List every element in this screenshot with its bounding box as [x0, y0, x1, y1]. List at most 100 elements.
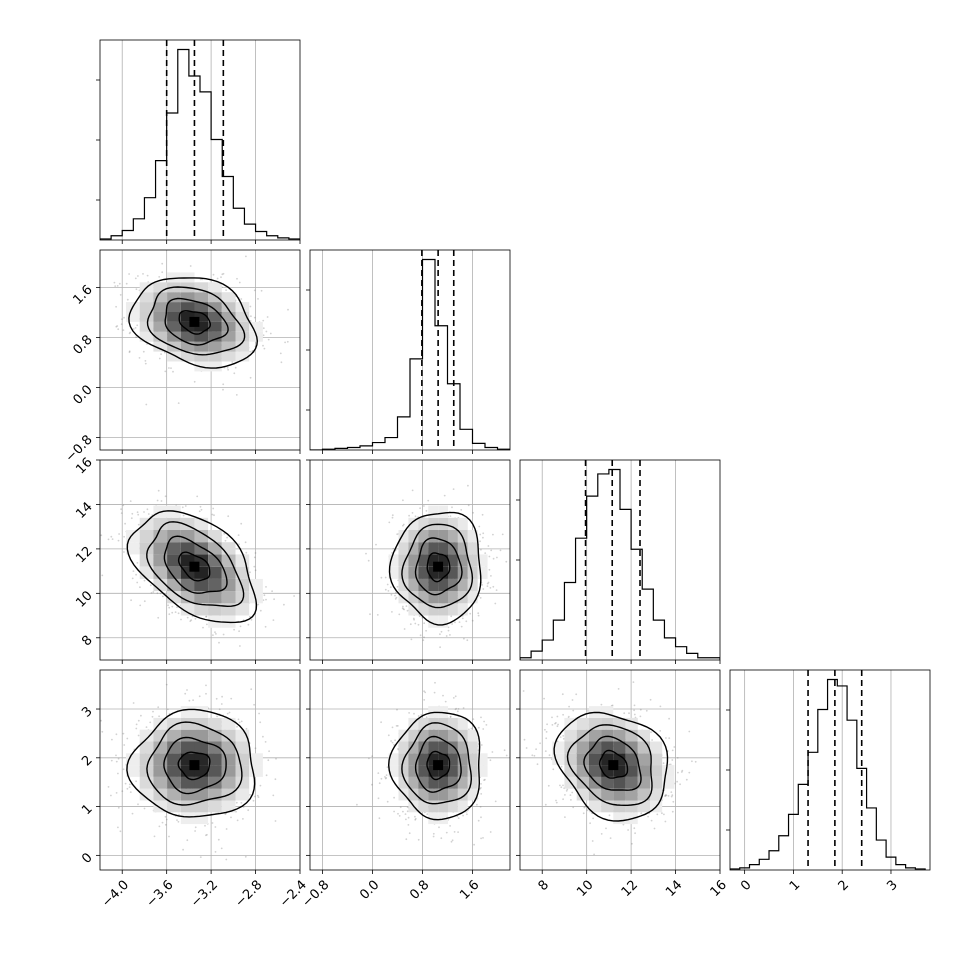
sample-point	[264, 741, 267, 743]
sample-point	[394, 594, 396, 597]
density-block	[398, 765, 409, 777]
density-block	[249, 321, 263, 332]
density-block	[153, 302, 168, 312]
sample-point	[149, 584, 152, 587]
sample-point	[286, 340, 289, 343]
sample-point	[409, 623, 412, 626]
density-panel-1-2	[306, 459, 511, 664]
sample-point	[158, 357, 161, 360]
density-block	[153, 765, 168, 777]
panel-frame	[99, 39, 301, 241]
density-block	[418, 729, 429, 742]
sample-point	[391, 611, 393, 613]
density-block	[153, 776, 168, 789]
sample-point	[434, 681, 436, 684]
contour-line	[126, 510, 258, 624]
sample-point	[130, 599, 133, 602]
density-block	[153, 729, 168, 742]
sample-point	[250, 618, 253, 621]
sample-point	[177, 820, 180, 823]
sample-point	[249, 794, 251, 796]
density-block	[167, 776, 181, 789]
sample-point	[149, 721, 152, 724]
density-blocks	[126, 505, 263, 628]
sample-point	[394, 739, 396, 742]
sample-point	[486, 585, 489, 587]
sample-point	[287, 308, 289, 311]
sample-point	[479, 806, 482, 808]
density-block	[408, 517, 419, 530]
sample-point	[118, 533, 120, 535]
sample-point	[198, 510, 201, 513]
sample-point	[118, 282, 121, 285]
sample-point	[235, 394, 238, 396]
sample-point	[164, 370, 167, 373]
sample-point	[275, 757, 277, 760]
sample-point	[476, 803, 478, 806]
sample-point	[356, 803, 358, 806]
sample-point	[253, 556, 256, 559]
density-block	[139, 312, 154, 322]
sample-point	[164, 351, 166, 354]
sample-point	[135, 727, 138, 730]
sample-point	[393, 810, 395, 813]
density-block	[467, 578, 478, 592]
density-block	[167, 272, 181, 283]
sample-point	[135, 288, 138, 291]
sample-point	[212, 634, 214, 636]
contour-line	[178, 310, 211, 335]
sample-point	[142, 273, 144, 275]
sample-point	[265, 330, 268, 333]
sample-point	[138, 357, 141, 359]
density-block	[194, 788, 209, 801]
sample-point	[478, 525, 481, 528]
sample-point	[425, 716, 428, 719]
sample-point	[463, 637, 465, 640]
sample-point	[131, 577, 134, 580]
sample-point	[123, 316, 125, 319]
sample-point	[483, 779, 485, 781]
sample-point	[488, 568, 491, 571]
sample-point	[505, 754, 508, 757]
density-block	[418, 517, 429, 530]
sample-point	[406, 609, 409, 612]
density-block	[418, 788, 429, 801]
sample-point	[391, 514, 394, 517]
density-block	[448, 603, 458, 616]
sample-point	[418, 615, 421, 618]
sample-point	[146, 274, 149, 277]
density-panel-0-1	[96, 249, 301, 454]
sample-point	[130, 517, 133, 520]
density-block	[139, 302, 154, 312]
histogram-panel-0	[96, 39, 301, 244]
sample-point	[220, 703, 223, 705]
sample-point	[259, 721, 262, 724]
density-block	[208, 717, 222, 730]
sample-point	[371, 755, 374, 758]
sample-point	[222, 388, 224, 391]
density-block	[418, 765, 429, 777]
density-peak	[189, 561, 200, 572]
sample-point	[384, 576, 387, 579]
panel-frame	[309, 249, 511, 451]
density-block	[180, 788, 195, 801]
sample-point	[462, 707, 465, 709]
sample-point	[194, 826, 197, 829]
sample-point	[371, 783, 373, 786]
sample-point	[189, 265, 192, 267]
panel-frame	[309, 459, 511, 661]
sample-point	[132, 570, 135, 572]
sample-point	[221, 695, 224, 698]
density-block	[235, 741, 250, 754]
sample-point	[211, 513, 214, 516]
density-blocks	[126, 706, 263, 825]
sample-point	[115, 754, 117, 757]
density-block	[221, 776, 236, 789]
sample-point	[172, 370, 174, 373]
sample-point	[449, 716, 452, 718]
density-block	[221, 741, 236, 754]
sample-point	[378, 817, 381, 820]
density-block	[180, 729, 195, 742]
density-block	[126, 765, 140, 777]
sample-point	[411, 489, 414, 492]
